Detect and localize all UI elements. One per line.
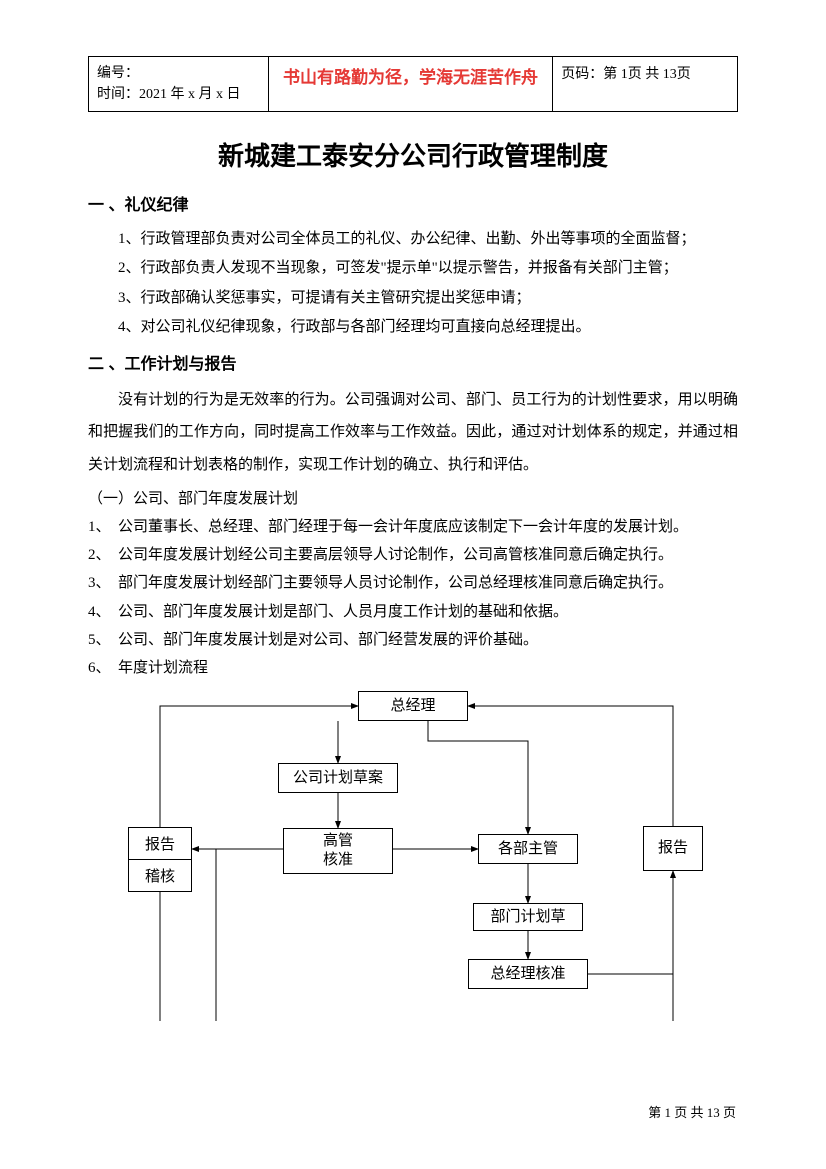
header-motto: 书山有路勤为径，学海无涯苦作舟 <box>268 57 553 112</box>
list-item: 5、公司、部门年度发展计划是对公司、部门经营发展的评价基础。 <box>88 627 738 653</box>
page-footer: 第 1 页 共 13 页 <box>648 1102 736 1121</box>
section-1-item-1: 1、行政管理部负责对公司全体员工的礼仪、办公纪律、出勤、外出等事项的全面监督； <box>88 225 738 254</box>
section-1-item-4: 4、对公司礼仪纪律现象，行政部与各部门经理均可直接向总经理提出。 <box>88 313 738 342</box>
list-item: 6、年度计划流程 <box>88 655 738 681</box>
header-page-label: 页码：第 1页 共 13页 <box>553 57 738 112</box>
list-item: 2、公司年度发展计划经公司主要高层领导人讨论制作，公司高管核准同意后确定执行。 <box>88 542 738 568</box>
header-table: 编号： 时间：2021 年 x 月 x 日 书山有路勤为径，学海无涯苦作舟 页码… <box>88 56 738 112</box>
list-item: 4、公司、部门年度发展计划是部门、人员月度工作计划的基础和依据。 <box>88 599 738 625</box>
section-1-item-3: 3、行政部确认奖惩事实，可提请有关主管研究提出奖惩申请； <box>88 284 738 313</box>
header-left-cell: 编号： 时间：2021 年 x 月 x 日 <box>89 57 269 112</box>
flow-node-gm: 总经理 <box>358 691 468 721</box>
section-2-intro: 没有计划的行为是无效率的行为。公司强调对公司、部门、员工行为的计划性要求，用以明… <box>88 384 738 481</box>
flow-node-draft: 公司计划草案 <box>278 763 398 793</box>
flow-node-approve: 高管 核准 <box>283 828 393 874</box>
subsection-1-label: （一）公司、部门年度发展计划 <box>88 487 738 508</box>
list-item: 1、公司董事长、总经理、部门经理于每一会计年度底应该制定下一会计年度的发展计划。 <box>88 514 738 540</box>
section-1-heading: 一 、礼仪纪律 <box>88 191 738 215</box>
numbered-list: 1、公司董事长、总经理、部门经理于每一会计年度底应该制定下一会计年度的发展计划。… <box>88 514 738 682</box>
flow-node-deptplan: 部门计划草 <box>473 903 583 931</box>
flow-node-reportL: 报告稽核 <box>128 827 192 892</box>
doc-date-label: 时间：2021 年 x 月 x 日 <box>97 84 260 105</box>
flow-node-gmapprove: 总经理核准 <box>468 959 588 989</box>
list-item: 3、部门年度发展计划经部门主要领导人员讨论制作，公司总经理核准同意后确定执行。 <box>88 570 738 596</box>
flow-node-reportR: 报告 <box>643 826 703 871</box>
section-1-item-2: 2、行政部负责人发现不当现象，可签发"提示单"以提示警告，并报备有关部门主管； <box>88 254 738 283</box>
doc-id-label: 编号： <box>97 63 260 84</box>
page-title: 新城建工泰安分公司行政管理制度 <box>88 136 738 173</box>
flow-node-heads: 各部主管 <box>478 834 578 864</box>
section-2-heading: 二 、工作计划与报告 <box>88 350 738 374</box>
flowchart: 总经理公司计划草案高管 核准 各部主管部门计划草总经理核准 报告 报告稽核 <box>88 691 738 1021</box>
